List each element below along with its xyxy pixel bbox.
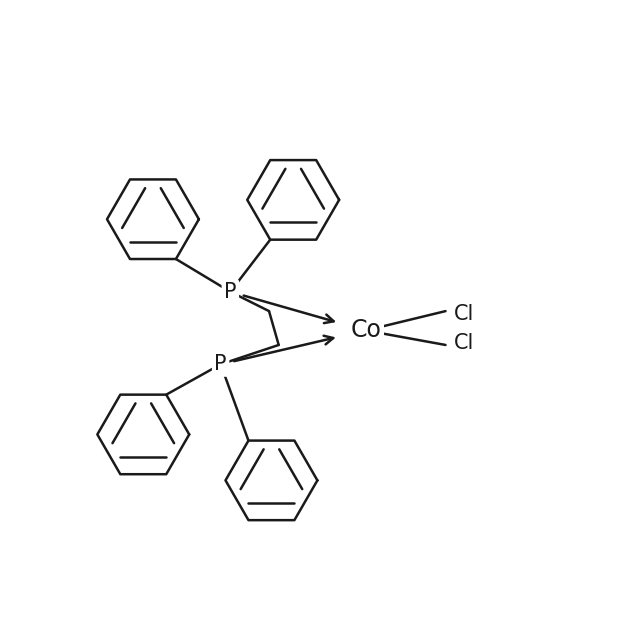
- Text: Co: Co: [350, 319, 381, 342]
- Text: P: P: [215, 355, 227, 374]
- Text: Cl: Cl: [454, 333, 474, 353]
- Text: P: P: [224, 282, 236, 302]
- Text: Cl: Cl: [454, 303, 474, 324]
